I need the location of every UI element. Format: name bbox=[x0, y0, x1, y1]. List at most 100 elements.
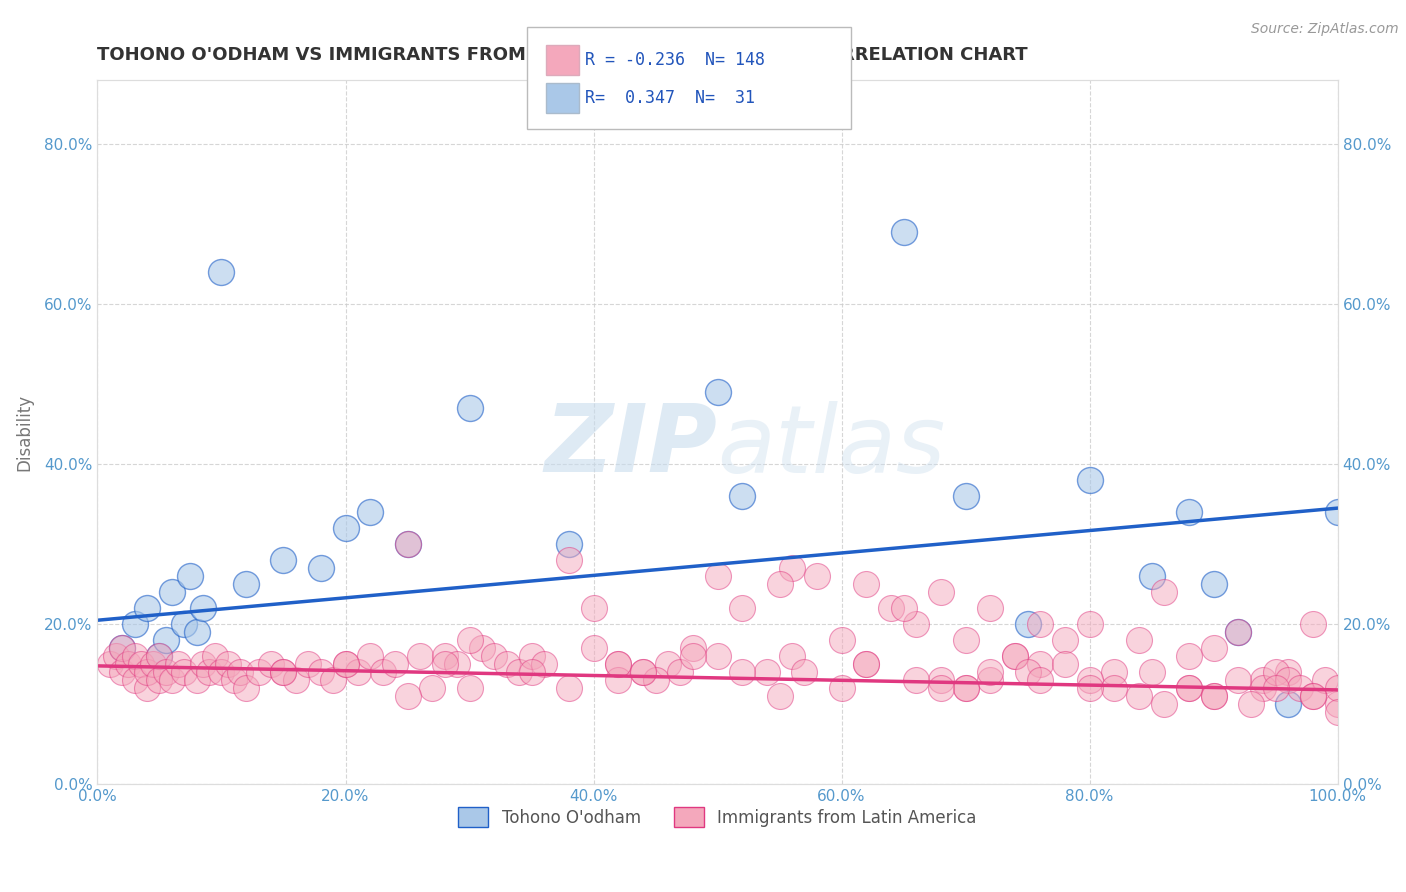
Point bbox=[471, 641, 494, 656]
Point bbox=[979, 665, 1001, 680]
Point bbox=[1289, 681, 1312, 696]
Point bbox=[136, 601, 159, 615]
Point bbox=[191, 601, 214, 615]
Point bbox=[582, 601, 605, 615]
Point bbox=[558, 537, 581, 551]
Point bbox=[831, 633, 853, 648]
Point bbox=[1178, 681, 1201, 696]
Point bbox=[198, 665, 221, 680]
Point bbox=[129, 657, 152, 672]
Point bbox=[607, 657, 630, 672]
Point bbox=[855, 657, 877, 672]
Point bbox=[558, 553, 581, 567]
Point bbox=[1017, 665, 1039, 680]
Point bbox=[929, 681, 952, 696]
Point bbox=[520, 649, 543, 664]
Point bbox=[148, 673, 170, 688]
Point bbox=[582, 641, 605, 656]
Point bbox=[235, 681, 257, 696]
Point bbox=[204, 649, 226, 664]
Point bbox=[111, 665, 134, 680]
Text: R=  0.347  N=  31: R= 0.347 N= 31 bbox=[585, 89, 755, 107]
Point bbox=[855, 577, 877, 591]
Point bbox=[955, 681, 977, 696]
Point bbox=[1326, 505, 1348, 519]
Point bbox=[631, 665, 654, 680]
Point bbox=[1178, 649, 1201, 664]
Point bbox=[1178, 681, 1201, 696]
Point bbox=[904, 673, 927, 688]
Text: R = -0.236  N= 148: R = -0.236 N= 148 bbox=[585, 51, 765, 69]
Point bbox=[160, 585, 183, 599]
Point bbox=[124, 649, 146, 664]
Point bbox=[1302, 690, 1324, 704]
Point bbox=[142, 657, 165, 672]
Point bbox=[1128, 690, 1150, 704]
Point bbox=[979, 673, 1001, 688]
Point bbox=[508, 665, 530, 680]
Point bbox=[458, 401, 481, 415]
Point bbox=[855, 657, 877, 672]
Point bbox=[731, 601, 754, 615]
Point bbox=[1202, 641, 1225, 656]
Point bbox=[1053, 633, 1076, 648]
Point bbox=[335, 657, 357, 672]
Point bbox=[191, 657, 214, 672]
Point bbox=[420, 681, 443, 696]
Point bbox=[893, 225, 915, 239]
Point bbox=[322, 673, 344, 688]
Point bbox=[1264, 681, 1286, 696]
Point bbox=[173, 617, 195, 632]
Point bbox=[396, 690, 419, 704]
Point bbox=[558, 681, 581, 696]
Point bbox=[124, 617, 146, 632]
Point bbox=[1251, 681, 1274, 696]
Point bbox=[1104, 665, 1126, 680]
Point bbox=[433, 657, 456, 672]
Point bbox=[273, 665, 295, 680]
Point bbox=[793, 665, 815, 680]
Point bbox=[706, 569, 728, 583]
Y-axis label: Disability: Disability bbox=[15, 393, 32, 471]
Point bbox=[780, 649, 803, 664]
Point bbox=[768, 690, 790, 704]
Point bbox=[229, 665, 252, 680]
Point bbox=[955, 489, 977, 503]
Point bbox=[1153, 698, 1175, 712]
Point bbox=[217, 657, 239, 672]
Point bbox=[371, 665, 394, 680]
Point bbox=[297, 657, 319, 672]
Text: ZIP: ZIP bbox=[544, 401, 717, 492]
Point bbox=[186, 673, 208, 688]
Point bbox=[706, 384, 728, 399]
Point bbox=[1128, 633, 1150, 648]
Point bbox=[284, 673, 307, 688]
Point bbox=[1004, 649, 1026, 664]
Point bbox=[1202, 577, 1225, 591]
Point bbox=[186, 625, 208, 640]
Point bbox=[1315, 673, 1337, 688]
Point bbox=[706, 649, 728, 664]
Point bbox=[1277, 698, 1299, 712]
Point bbox=[359, 649, 381, 664]
Point bbox=[1178, 505, 1201, 519]
Point bbox=[669, 665, 692, 680]
Legend: Tohono O'odham, Immigrants from Latin America: Tohono O'odham, Immigrants from Latin Am… bbox=[451, 800, 983, 834]
Point bbox=[235, 577, 257, 591]
Text: atlas: atlas bbox=[717, 401, 946, 491]
Point bbox=[731, 665, 754, 680]
Point bbox=[1251, 673, 1274, 688]
Point bbox=[148, 649, 170, 664]
Point bbox=[1029, 673, 1052, 688]
Point bbox=[1326, 698, 1348, 712]
Point bbox=[222, 673, 245, 688]
Point bbox=[979, 601, 1001, 615]
Point bbox=[211, 665, 233, 680]
Point bbox=[806, 569, 828, 583]
Point bbox=[682, 641, 704, 656]
Point bbox=[105, 649, 128, 664]
Point bbox=[893, 601, 915, 615]
Point bbox=[273, 553, 295, 567]
Point bbox=[260, 657, 283, 672]
Point bbox=[1078, 681, 1101, 696]
